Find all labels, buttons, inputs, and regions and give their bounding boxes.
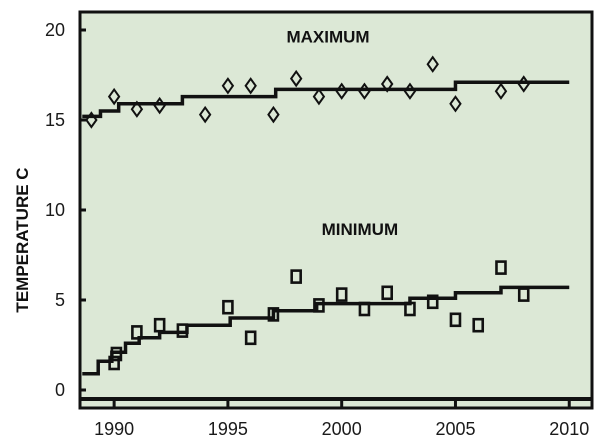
minimum-point — [358, 301, 371, 317]
minimum-point — [267, 307, 280, 322]
maximum-point — [494, 82, 508, 100]
tick-labels: 1990 1995 2000 2005 2010 0 5 10 15 20 — [45, 20, 589, 439]
y-tick-label: 5 — [55, 290, 65, 310]
maximum-point — [449, 95, 462, 113]
minimum-point — [176, 323, 189, 338]
y-tick-label: 20 — [45, 20, 65, 40]
maximum-point — [267, 105, 280, 124]
minimum-point — [290, 269, 302, 284]
minimum-point — [131, 325, 143, 340]
maximum-point — [335, 82, 348, 100]
maximum-point — [517, 75, 530, 93]
x-tick-label: 1995 — [208, 419, 248, 439]
minimum-point — [426, 294, 439, 310]
maximum-point — [85, 111, 98, 129]
minimum-point — [153, 317, 166, 333]
maximum-point — [289, 69, 303, 88]
trend-line-maximum — [82, 80, 570, 119]
y-axis-title: TEMPERATURE C — [13, 167, 32, 312]
minimum-point — [335, 287, 348, 302]
x-tick-label: 2000 — [322, 419, 362, 439]
minimum-point — [495, 260, 507, 275]
minimum-point — [517, 287, 530, 302]
maximum-point — [403, 82, 417, 100]
maximum-point — [426, 55, 439, 73]
maximum-point — [312, 87, 326, 106]
minimum-point — [222, 299, 234, 315]
maximum-point — [198, 105, 212, 124]
x-tick-label: 2010 — [549, 419, 589, 439]
maximum-point — [153, 96, 166, 115]
maximum-point — [380, 75, 394, 93]
minimum-point — [110, 346, 123, 362]
minimum-point — [449, 312, 462, 328]
y-tick-label: 15 — [45, 110, 65, 130]
plot-area — [80, 12, 592, 408]
x-tick-label: 2005 — [435, 419, 475, 439]
data-points — [85, 55, 530, 371]
maximum-point — [358, 82, 371, 100]
series-label-maximum: MAXIMUM — [286, 28, 369, 47]
trend-line-minimum — [82, 285, 570, 376]
minimum-point — [472, 317, 485, 333]
trend-lines — [82, 80, 570, 376]
maximum-point — [244, 77, 257, 95]
minimum-point — [244, 330, 257, 346]
plot-frame — [78, 10, 594, 410]
series-label-minimum: MINIMUM — [322, 220, 398, 239]
minimum-point — [404, 301, 416, 317]
minimum-point — [381, 285, 394, 301]
y-tick-label: 0 — [55, 380, 65, 400]
y-tick-label: 10 — [45, 200, 65, 220]
minimum-point — [313, 298, 325, 313]
x-tick-label: 1990 — [94, 419, 134, 439]
maximum-point — [221, 77, 235, 95]
maximum-point — [130, 100, 144, 118]
minimum-point — [108, 355, 120, 371]
maximum-point — [107, 87, 121, 106]
